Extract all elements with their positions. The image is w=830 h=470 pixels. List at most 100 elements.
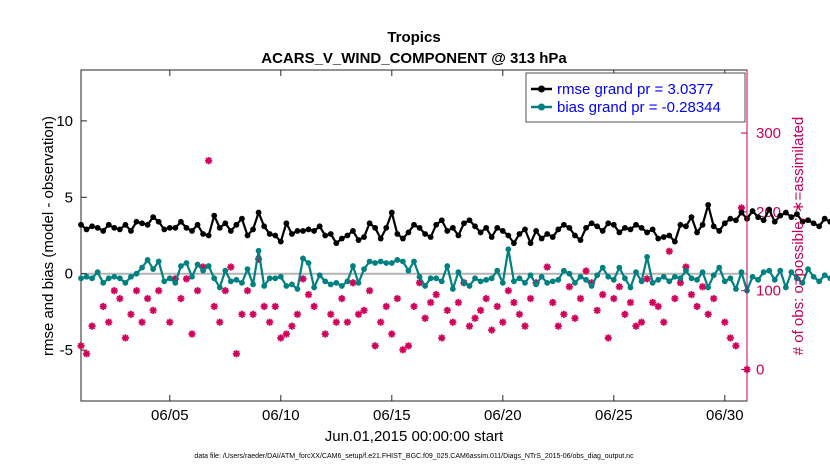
bias-point xyxy=(427,275,434,282)
obs-point-stroke xyxy=(399,346,407,354)
rmse-point xyxy=(738,209,745,216)
obs-point xyxy=(393,294,401,303)
bias-point xyxy=(433,275,440,282)
obs-point xyxy=(488,326,496,334)
obs-point xyxy=(121,334,129,342)
bias-point xyxy=(777,267,784,274)
rmse-point xyxy=(311,228,317,234)
bias-point xyxy=(544,279,551,286)
obs-point-stroke xyxy=(543,263,551,271)
rmse-point xyxy=(716,228,723,234)
obs-point-stroke xyxy=(355,311,362,318)
obs-point-stroke xyxy=(277,334,285,342)
obs-point-stroke xyxy=(643,275,651,283)
rmse-point xyxy=(683,223,689,230)
rmse-point xyxy=(427,234,434,240)
bias-point xyxy=(710,272,717,279)
obs-point xyxy=(565,283,573,291)
rmse-point xyxy=(555,226,562,233)
y-axis-left-title: rmse and bias (model - observation) xyxy=(40,116,57,356)
obs-point xyxy=(593,306,601,314)
obs-point-stroke xyxy=(699,283,706,290)
rmse-point xyxy=(599,228,606,234)
bias-point xyxy=(266,275,273,282)
obs-point xyxy=(499,318,507,326)
obs-point-stroke xyxy=(227,263,235,271)
obs-point xyxy=(654,302,662,311)
obs-point xyxy=(560,310,568,318)
obs-point xyxy=(382,302,390,311)
obs-point xyxy=(221,287,229,295)
obs-point xyxy=(271,302,279,311)
plot-area xyxy=(80,69,748,402)
rmse-point xyxy=(161,226,168,233)
bias-point xyxy=(361,266,367,273)
bias-point xyxy=(366,258,373,265)
obs-point-stroke xyxy=(677,279,684,287)
chart-title: Tropics xyxy=(387,29,440,46)
bias-point xyxy=(699,269,706,276)
bias-point xyxy=(677,275,684,282)
obs-point-stroke xyxy=(438,334,445,342)
rmse-point xyxy=(816,223,823,230)
obs-point xyxy=(349,279,357,287)
rmse-point xyxy=(699,221,706,228)
rmse-point xyxy=(694,229,700,236)
bias-point xyxy=(311,284,317,291)
rmse-point xyxy=(788,214,795,221)
obs-point xyxy=(277,334,285,342)
obs-point-stroke xyxy=(593,307,601,314)
bias-point xyxy=(649,279,656,286)
rmse-point xyxy=(383,224,390,231)
rmse-point xyxy=(533,228,539,234)
bias-point xyxy=(516,275,523,282)
obs-point xyxy=(354,310,363,318)
x-axis-ticks: 06/05 06/10 06/15 06/20 06/25 06/30 xyxy=(151,70,744,424)
obs-point xyxy=(432,291,440,299)
rmse-point xyxy=(433,221,440,228)
obs-point-stroke xyxy=(649,299,656,306)
obs-point xyxy=(610,294,618,303)
obs-point xyxy=(338,294,346,303)
obs-point xyxy=(260,302,268,311)
obs-point xyxy=(210,302,218,311)
rmse-point xyxy=(377,235,384,242)
rmse-point xyxy=(272,232,279,239)
bias-point xyxy=(461,279,467,286)
obs-point-stroke xyxy=(421,315,429,322)
rmse-point xyxy=(394,231,401,237)
obs-point xyxy=(615,283,623,291)
obs-point-stroke xyxy=(122,334,129,342)
bias-point xyxy=(416,273,423,280)
obs-point-stroke xyxy=(577,295,584,302)
bias-point xyxy=(572,279,578,286)
rmse-point xyxy=(488,234,495,240)
bias-point xyxy=(377,258,384,265)
rmse-point xyxy=(771,218,778,225)
rmse-point xyxy=(638,224,645,231)
obs-point xyxy=(693,302,701,311)
obs-point xyxy=(582,267,590,275)
x-tick-label: 06/20 xyxy=(484,407,522,424)
bias-point xyxy=(816,278,823,285)
obs-point xyxy=(554,322,562,330)
rmse-point xyxy=(572,232,578,239)
rmse-point xyxy=(89,223,95,230)
obs-point-stroke xyxy=(727,334,734,342)
y-axis-right-title: # of obs: o=possible; ∗=assimilated xyxy=(790,117,807,356)
obs-point-stroke xyxy=(427,299,434,306)
rmse-point xyxy=(622,224,628,231)
bias-point xyxy=(566,270,573,277)
rmse-point xyxy=(94,224,101,231)
y-right-tick-label: 300 xyxy=(756,125,781,142)
obs-point-stroke xyxy=(338,295,346,302)
obs-point xyxy=(288,322,296,330)
bias-point xyxy=(244,266,251,273)
bias-point xyxy=(610,276,617,283)
rmse-point xyxy=(294,228,301,234)
obs-point-stroke xyxy=(294,311,301,318)
bias-point xyxy=(294,286,301,292)
rmse-point xyxy=(610,221,617,228)
bias-point xyxy=(372,260,379,266)
rmse-point xyxy=(721,220,728,227)
